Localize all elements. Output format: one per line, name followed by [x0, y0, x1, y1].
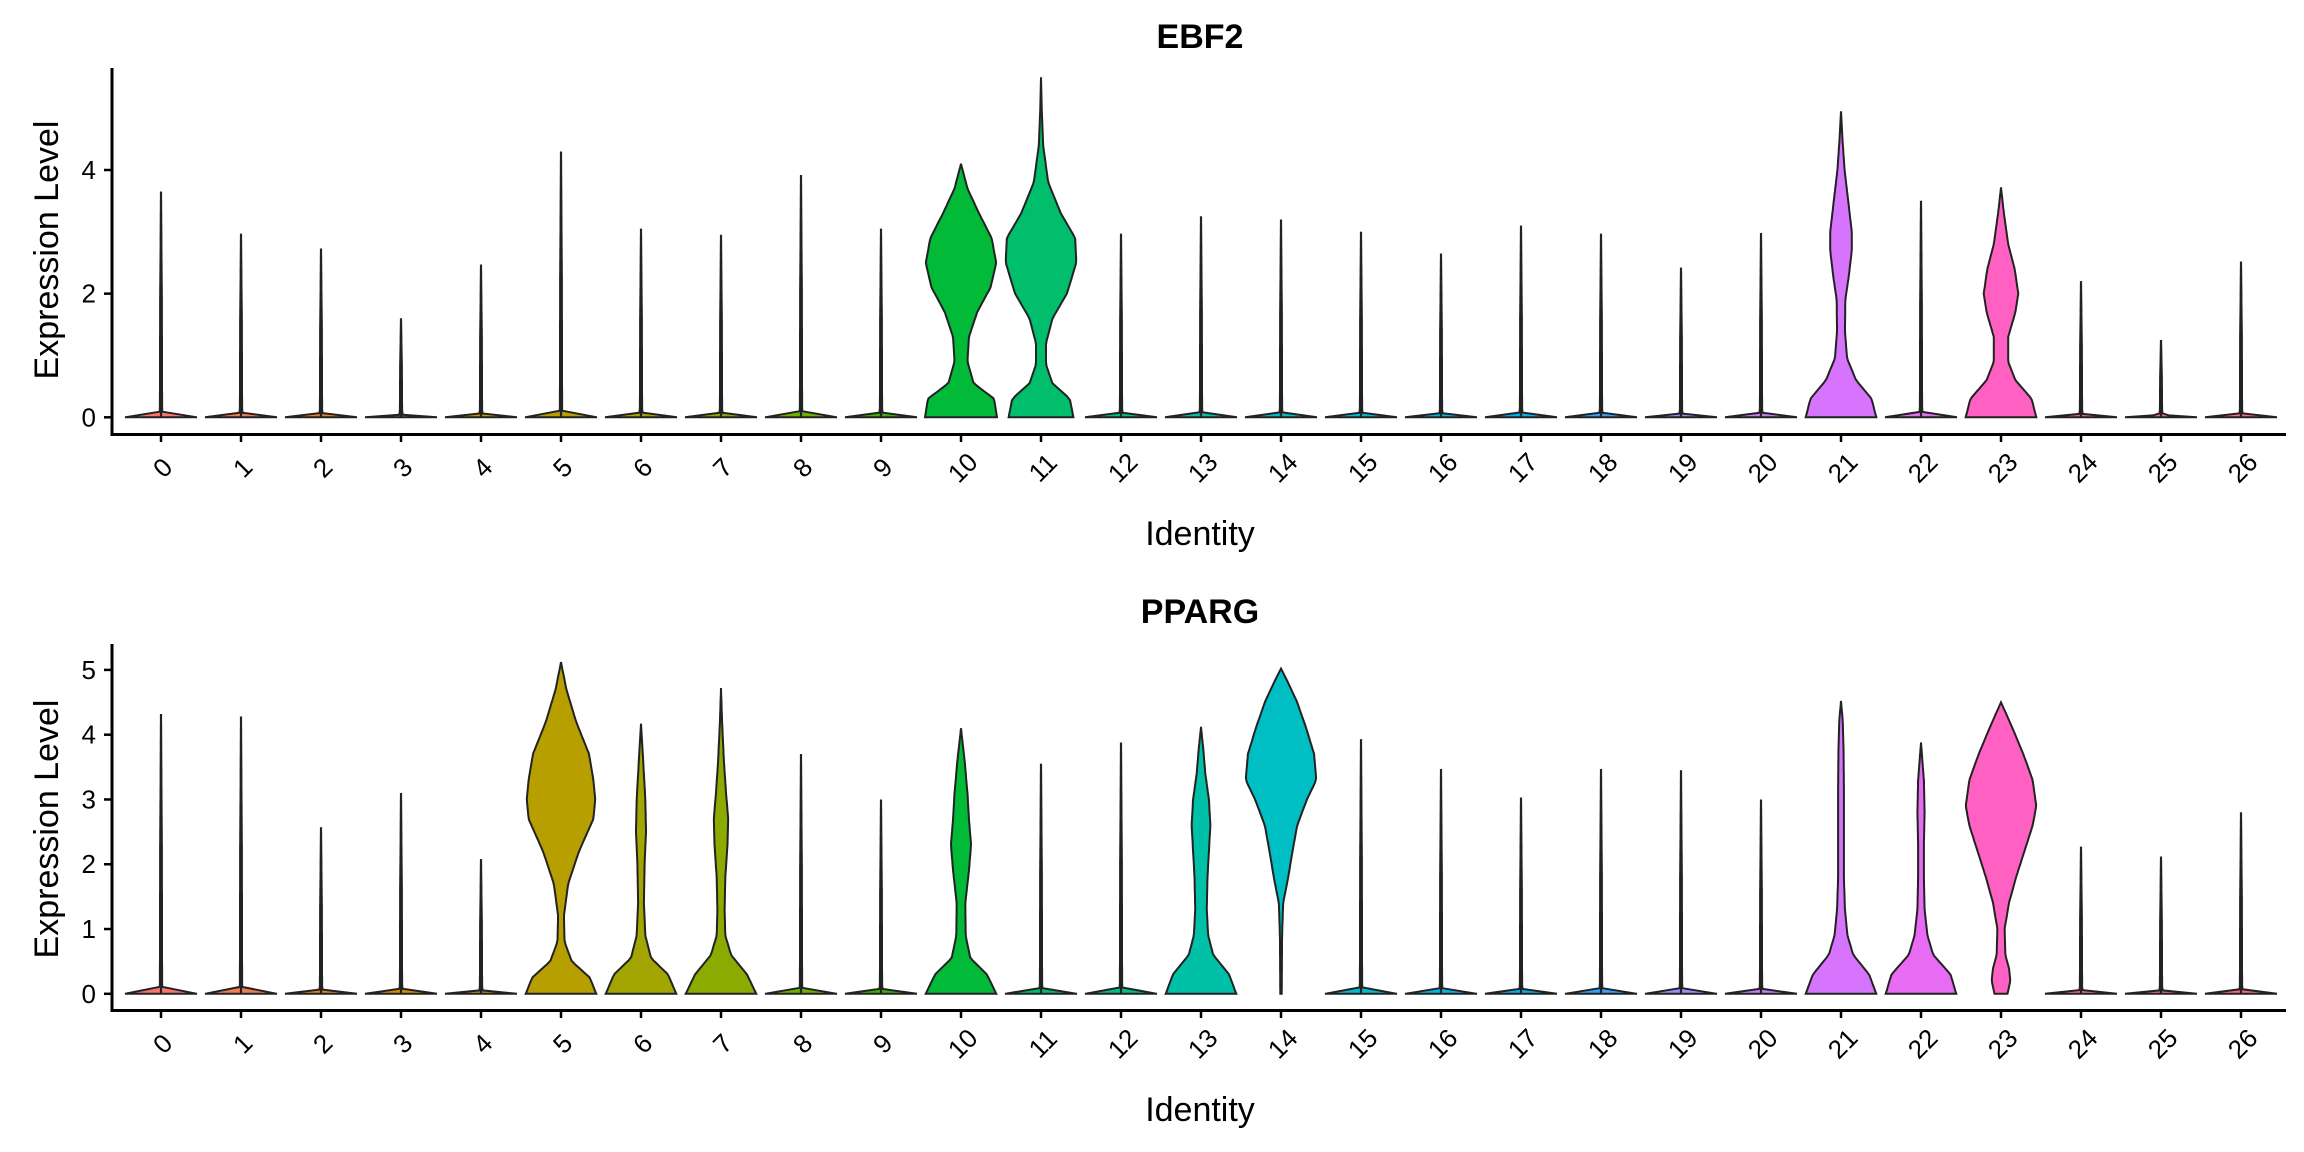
y-tick-label: 3	[82, 784, 96, 814]
violin-cluster-6	[604, 723, 678, 995]
x-tick-label: 20	[1742, 1023, 1784, 1065]
x-tick-label: 18	[1582, 447, 1624, 489]
y-tick-label: 5	[82, 655, 96, 685]
x-tick-label: 8	[787, 1028, 818, 1059]
x-tick-label: 19	[1662, 447, 1704, 489]
x-tick-label: 2	[307, 452, 338, 483]
x-tick-label: 13	[1182, 1023, 1224, 1065]
y-ticks: 0 2 4	[82, 155, 112, 432]
x-tick-label: 20	[1742, 447, 1784, 489]
x-tick-label: 22	[1902, 1023, 1944, 1065]
x-tick-label: 21	[1822, 447, 1864, 489]
x-tick-label: 4	[467, 452, 498, 483]
violin-marks	[124, 77, 2278, 419]
x-tick-label: 16	[1422, 447, 1464, 489]
x-tick-label: 6	[627, 1028, 658, 1059]
x-tick-label: 6	[627, 452, 658, 483]
x-tick-label: 10	[942, 447, 984, 489]
x-tick-label: 14	[1262, 1023, 1304, 1065]
x-tick-label: 11	[1022, 447, 1062, 487]
x-tick-label: 18	[1582, 1023, 1624, 1065]
violin-cluster-22	[1884, 742, 1958, 995]
violin-cluster-10	[923, 163, 999, 419]
x-tick-label: 0	[147, 452, 178, 483]
violin-cluster-5	[524, 661, 598, 995]
x-tick-label: 21	[1822, 1023, 1864, 1065]
x-tick-label: 19	[1662, 1023, 1704, 1065]
x-tick-label: 25	[2142, 1023, 2184, 1065]
x-ticks: 0 1 2 3 4 5 6 7 8 9 10 11 12 13 14 15 16 17 18 19 20 21 22 23 24…	[147, 1010, 2264, 1065]
violin-cluster-13	[1164, 726, 1238, 995]
y-axis-label: Expression Level	[28, 700, 66, 959]
x-tick-label: 24	[2062, 447, 2104, 489]
violin-cluster-10	[924, 728, 998, 995]
x-tick-label: 11	[1022, 1023, 1062, 1063]
x-tick-label: 22	[1902, 447, 1944, 489]
violin-cluster-14	[1244, 666, 1318, 995]
x-tick-label: 16	[1422, 1023, 1464, 1065]
x-tick-label: 8	[787, 452, 818, 483]
x-tick-label: 13	[1182, 447, 1224, 489]
x-tick-label: 23	[1982, 447, 2024, 489]
y-tick-label: 0	[82, 979, 96, 1009]
x-tick-label: 5	[547, 1028, 578, 1059]
x-tick-label: 17	[1502, 1023, 1544, 1065]
x-tick-label: 23	[1982, 1023, 2024, 1065]
x-tick-label: 14	[1262, 447, 1304, 489]
panel-title: PPARG	[1141, 593, 1259, 631]
violin-cluster-23	[1964, 699, 2038, 995]
panel-title: EBF2	[1157, 18, 1244, 56]
violin-cluster-21	[1804, 111, 1878, 419]
x-tick-label: 25	[2142, 447, 2184, 489]
y-axis-label: Expression Level	[28, 121, 66, 380]
x-tick-label: 9	[867, 452, 898, 483]
y-tick-label: 1	[82, 914, 96, 944]
y-ticks: 0 1 2 3 4 5	[82, 655, 112, 1009]
x-tick-label: 15	[1342, 1023, 1384, 1065]
x-tick-label: 3	[387, 1028, 418, 1059]
x-tick-label: 7	[707, 452, 738, 483]
x-tick-label: 17	[1502, 447, 1544, 489]
violin-cluster-7	[684, 687, 758, 995]
y-tick-label: 2	[82, 849, 96, 879]
x-ticks: 0 1 2 3 4 5 6 7 8 9 10 11 12 13 14 15 16 17 18 19 20 21 22 23 24…	[147, 434, 2264, 489]
x-tick-label: 0	[147, 1028, 178, 1059]
y-tick-label: 0	[82, 402, 96, 432]
x-tick-label: 3	[387, 452, 418, 483]
y-tick-label: 4	[82, 720, 96, 750]
x-axis-label: Identity	[1145, 1091, 1255, 1129]
violin-cluster-11	[1004, 77, 1078, 419]
x-tick-label: 26	[2222, 447, 2264, 489]
x-tick-label: 4	[467, 1028, 498, 1059]
x-tick-label: 26	[2222, 1023, 2264, 1065]
y-tick-label: 4	[82, 155, 96, 185]
y-tick-label: 2	[82, 279, 96, 309]
violin-cluster-23	[1964, 187, 2038, 419]
x-axis-label: Identity	[1145, 515, 1255, 553]
x-tick-label: 10	[942, 1023, 984, 1065]
x-tick-label: 24	[2062, 1023, 2104, 1065]
x-tick-label: 1	[227, 452, 258, 483]
x-tick-label: 9	[867, 1028, 898, 1059]
x-tick-label: 2	[307, 1028, 338, 1059]
violin-marks	[124, 661, 2278, 995]
violin-cluster-21	[1804, 700, 1878, 995]
x-tick-label: 12	[1102, 1023, 1144, 1065]
x-tick-label: 7	[707, 1028, 738, 1059]
x-tick-label: 15	[1342, 447, 1384, 489]
x-tick-label: 1	[227, 1028, 258, 1059]
x-tick-label: 12	[1102, 447, 1144, 489]
x-tick-label: 5	[547, 452, 578, 483]
